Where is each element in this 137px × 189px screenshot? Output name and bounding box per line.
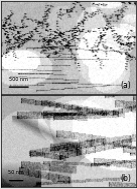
- Text: (a): (a): [121, 81, 132, 90]
- Text: 50 nm: 50 nm: [8, 170, 24, 175]
- Text: (b): (b): [121, 174, 132, 183]
- Text: 500 nm: 500 nm: [9, 77, 28, 82]
